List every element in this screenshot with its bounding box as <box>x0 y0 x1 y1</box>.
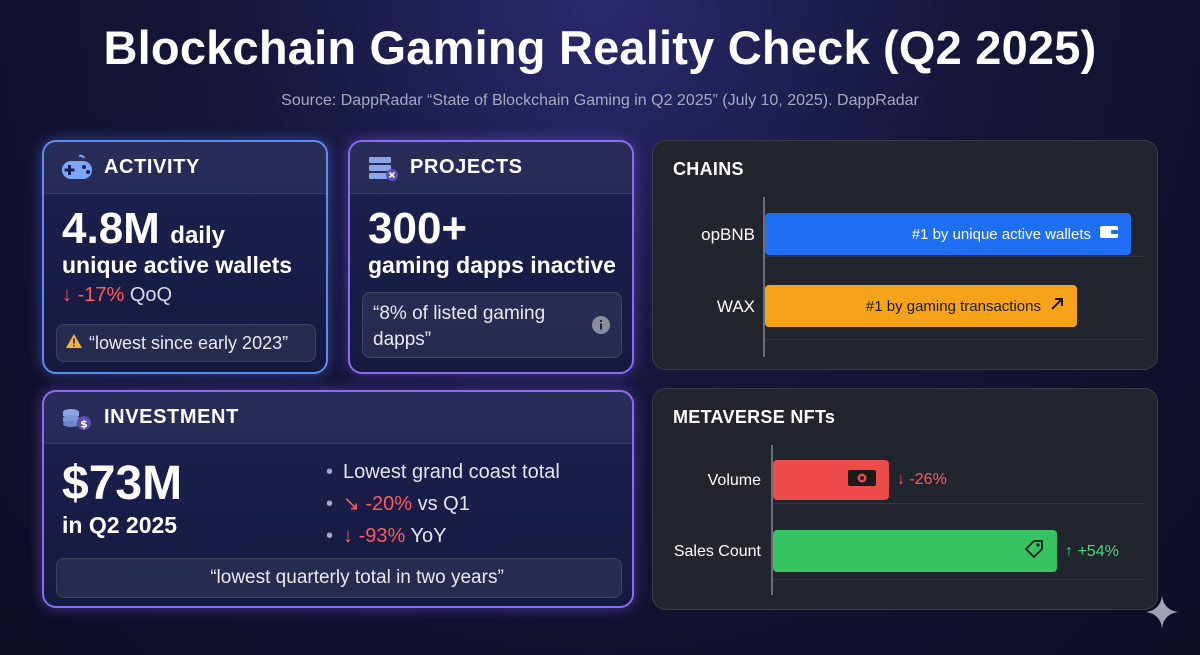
activity-unit: daily <box>170 222 225 249</box>
nft-bar-volume <box>773 460 889 500</box>
arrow-down-icon: ↓ <box>62 284 72 306</box>
activity-change: -17% <box>77 284 125 306</box>
nft-change-volume-value: -26% <box>909 471 947 488</box>
arrow-up-icon: ↑ <box>1065 543 1073 560</box>
arrow-down-icon: ↓ <box>897 471 905 488</box>
nft-name-volume: Volume <box>707 472 761 489</box>
gridline <box>765 339 1145 340</box>
gridline <box>773 579 1145 580</box>
activity-description: unique active wallets <box>62 252 293 278</box>
investment-bullet: • ↓ -93% YoY <box>326 525 447 547</box>
metaverse-label: METAVERSE NFTs <box>673 407 836 427</box>
page-title: Blockchain Gaming Reality Check (Q2 2025… <box>103 21 1097 74</box>
chains-card: CHAINS opBNB #1 by unique active wallets… <box>652 140 1158 370</box>
arrow-down-icon: ↓ <box>343 525 354 547</box>
activity-change-row: ↓ -17% QoQ <box>62 284 172 307</box>
wallet-icon <box>1099 224 1119 244</box>
nft-name-sales-count: Sales Count <box>673 543 761 560</box>
activity-quote: “lowest since early 2023” <box>56 324 316 362</box>
cash-icon <box>847 468 877 492</box>
tag-icon <box>1023 538 1045 564</box>
projects-label: PROJECTS <box>410 156 523 178</box>
chains-axis <box>763 197 765 357</box>
investment-bullet-value: -20% <box>365 493 413 515</box>
activity-change-suffix: QoQ <box>129 284 173 306</box>
sparkle-icon <box>1144 594 1180 635</box>
investment-quote-text: “lowest quarterly total in two years” <box>210 567 504 588</box>
gridline <box>765 256 1145 257</box>
investment-value: $73M <box>62 457 183 510</box>
investment-bullet-suffix: vs Q1 <box>417 493 470 515</box>
chains-label: CHAINS <box>673 159 744 179</box>
arrow-up-right-icon <box>1049 296 1065 316</box>
gamepad-icon <box>60 151 94 185</box>
activity-header: ACTIVITY <box>44 142 326 194</box>
source-line: Source: DappRadar “State of Blockchain G… <box>281 92 919 109</box>
stack-icon <box>366 151 400 185</box>
chain-name-opbnb: opBNB <box>701 225 755 244</box>
investment-bullet-text: Lowest grand coast total <box>343 461 560 483</box>
nft-bar-sales-count <box>773 530 1057 572</box>
projects-quote-line2: dapps” <box>373 329 432 350</box>
chain-bar-wax: #1 by gaming transactions <box>765 285 1077 327</box>
activity-quote-text: “lowest since early 2023” <box>89 332 289 353</box>
metaverse-card: METAVERSE NFTs Volume ↓ -26% Sales Count… <box>652 388 1158 610</box>
warning-icon <box>65 333 83 354</box>
nft-change-volume: ↓ -26% <box>897 471 947 489</box>
projects-card: PROJECTS 300+ gaming dapps inactive “8% … <box>348 140 634 374</box>
investment-label: INVESTMENT <box>104 406 239 428</box>
investment-bullet: • Lowest grand coast total <box>326 461 560 483</box>
nft-change-sales-count: ↑ +54% <box>1065 543 1119 561</box>
chain-name-wax: WAX <box>716 297 755 316</box>
coins-icon: $ <box>60 401 94 435</box>
projects-description: gaming dapps inactive <box>368 252 616 278</box>
investment-bullet-value: -93% <box>358 525 406 547</box>
chain-bar-wax-text: #1 by gaming transactions <box>865 297 1041 315</box>
activity-label: ACTIVITY <box>104 156 200 178</box>
info-icon <box>591 315 611 343</box>
investment-bullet-suffix: YoY <box>410 525 447 547</box>
investment-quote: “lowest quarterly total in two years” <box>56 558 622 598</box>
investment-bullets: • Lowest grand coast total • ↘ -20% vs Q1 … <box>326 456 560 552</box>
investment-period: in Q2 2025 <box>62 512 178 538</box>
chain-bar-opbnb-text: #1 by unique active wallets <box>911 225 1091 243</box>
activity-value: 4.8M <box>62 204 160 253</box>
svg-text:$: $ <box>80 417 88 430</box>
activity-card: ACTIVITY 4.8M daily unique active wallet… <box>42 140 328 374</box>
projects-header: PROJECTS <box>350 142 632 194</box>
projects-quote-line1: “8% of listed gaming <box>373 303 546 324</box>
metaverse-axis <box>771 445 773 595</box>
arrow-down-right-icon: ↘ <box>343 493 360 515</box>
investment-header: $ INVESTMENT <box>44 392 632 444</box>
investment-bullet: • ↘ -20% vs Q1 <box>326 493 470 515</box>
projects-quote: “8% of listed gaming dapps” <box>362 292 622 358</box>
nft-change-sales-count-value: +54% <box>1077 543 1119 560</box>
projects-value: 300+ <box>368 204 468 253</box>
gridline <box>773 503 1145 504</box>
chain-bar-opbnb: #1 by unique active wallets <box>765 213 1131 255</box>
investment-card: $ INVESTMENT $73M in Q2 2025 • Lowest gra… <box>42 390 634 608</box>
